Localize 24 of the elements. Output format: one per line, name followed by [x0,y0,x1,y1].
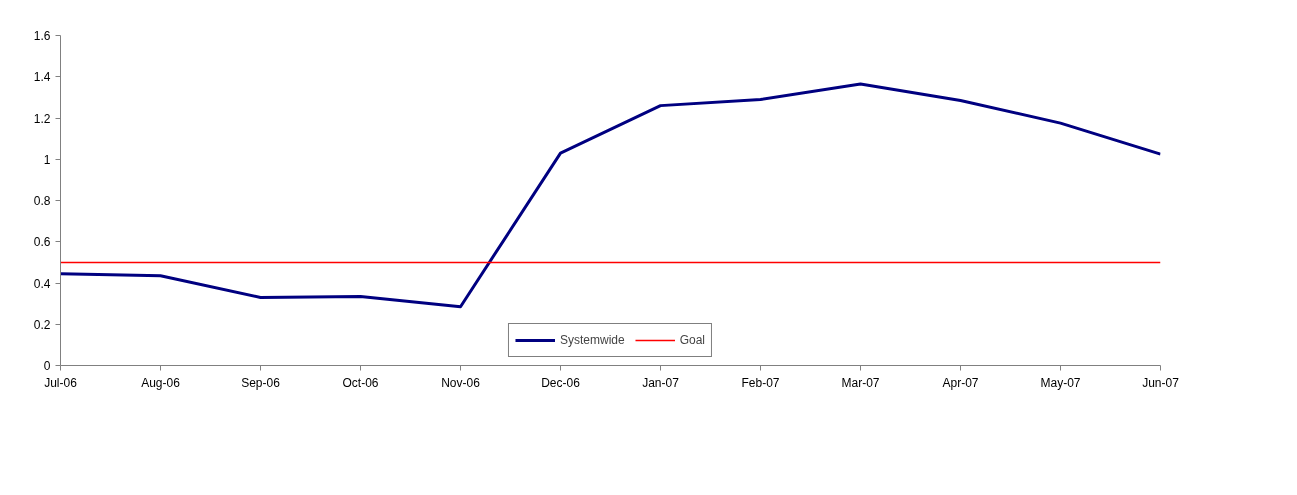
y-tick-label: 0.6 [33,235,51,250]
x-tick-label: Feb-07 [741,375,780,390]
y-tick-label: 0.2 [33,317,51,332]
x-tick-label: Jan-07 [642,375,680,390]
y-tick-label: 1.6 [33,29,51,43]
y-tick-label: 0.4 [33,276,51,291]
x-tick-label: Jul-06 [44,375,78,390]
x-tick-label: Dec-06 [541,375,581,390]
y-tick-label: 1.4 [33,70,51,85]
x-tick-label: Nov-06 [441,375,481,390]
x-tick-label: May-07 [1040,375,1081,390]
y-tick-label: 1 [43,152,51,167]
legend-label: Goal [679,333,706,347]
x-tick-label: Oct-06 [342,375,379,390]
x-tick-label: Apr-07 [942,375,979,390]
y-tick-label: 0.8 [33,194,51,208]
line-series [60,82,1161,309]
y-tick-label: 1.2 [33,111,51,126]
x-tick-label: Sep-06 [241,375,281,390]
x-tick-label: Jun-07 [1142,375,1180,390]
x-tick-label: Mar-07 [841,375,880,390]
legend-label: Systemwide [559,333,625,347]
x-tick-label: Aug-06 [141,375,181,390]
y-tick-label: 0 [43,359,51,373]
